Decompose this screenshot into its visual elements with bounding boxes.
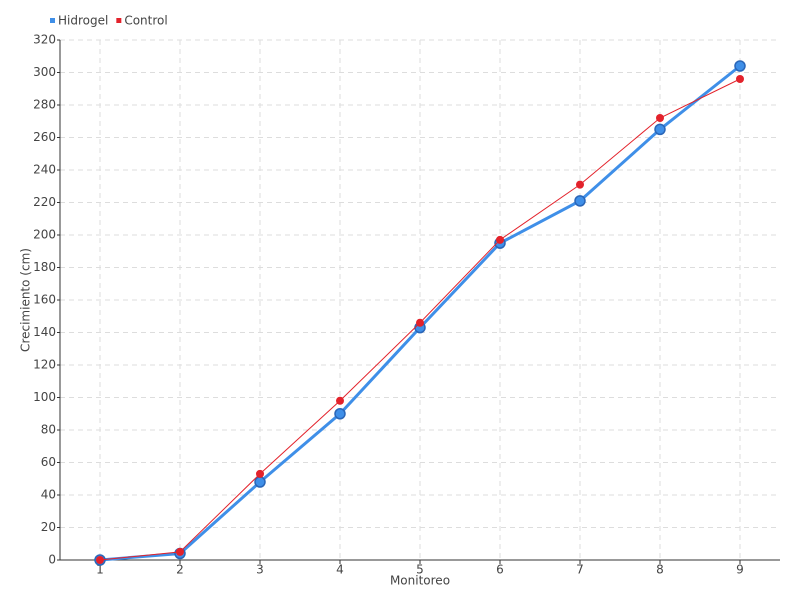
point xyxy=(654,123,666,136)
x-tick-label: 8 xyxy=(656,563,664,577)
y-tick-label: 320 xyxy=(33,33,56,47)
point xyxy=(336,396,344,405)
y-tick-label: 40 xyxy=(41,488,56,502)
legend-label: Hidrogel xyxy=(58,14,108,28)
y-tick-label: 220 xyxy=(33,195,56,209)
x-tick-label: 9 xyxy=(736,563,744,577)
legend-swatch xyxy=(50,18,55,23)
y-tick-label: 180 xyxy=(33,260,56,274)
point xyxy=(574,195,586,207)
point xyxy=(416,318,424,327)
x-tick-label: 2 xyxy=(176,563,184,577)
point xyxy=(254,476,266,488)
x-tick-label: 1 xyxy=(96,563,104,577)
point xyxy=(176,547,184,556)
point xyxy=(736,75,744,83)
x-tick-label: 3 xyxy=(256,563,264,577)
point xyxy=(256,469,264,478)
y-tick-label: 300 xyxy=(33,65,56,79)
x-tick-label: 4 xyxy=(336,563,344,577)
point xyxy=(96,556,104,564)
y-tick-label: 120 xyxy=(33,358,56,372)
x-tick-label: 5 xyxy=(416,563,424,577)
point xyxy=(576,180,584,189)
y-tick-label: 0 xyxy=(48,553,56,567)
y-axis-label: Crecimiento (cm) xyxy=(19,248,33,352)
y-tick-label: 240 xyxy=(33,163,56,177)
y-tick-label: 200 xyxy=(33,228,56,242)
x-tick-label: 6 xyxy=(496,563,504,577)
x-tick-label: 7 xyxy=(576,563,584,577)
legend-swatch xyxy=(116,18,122,23)
y-tick-label: 280 xyxy=(33,98,56,112)
y-tick-label: 20 xyxy=(41,520,56,534)
x-axis-label: Monitoreo xyxy=(390,574,450,588)
y-tick-label: 80 xyxy=(41,423,56,437)
y-tick-label: 60 xyxy=(41,455,56,469)
point xyxy=(734,60,746,72)
y-tick-label: 260 xyxy=(33,130,56,144)
y-tick-label: 140 xyxy=(33,325,56,339)
point xyxy=(656,114,664,122)
y-tick-label: 160 xyxy=(33,293,56,307)
point xyxy=(496,235,504,244)
legend-label: Control xyxy=(124,14,167,28)
point xyxy=(334,408,346,420)
y-tick-label: 100 xyxy=(33,390,56,404)
